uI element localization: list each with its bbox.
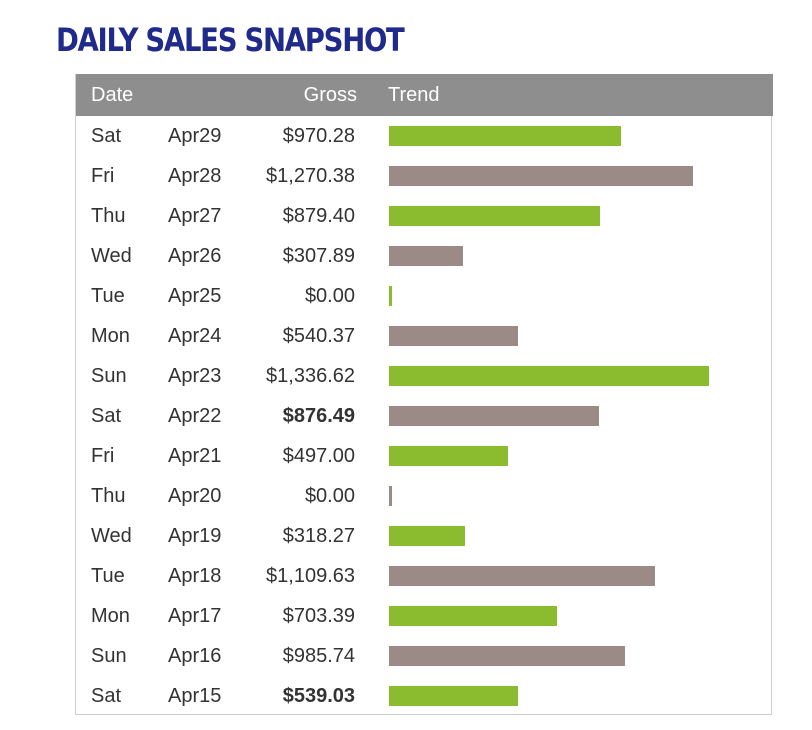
row-day: Thu xyxy=(91,485,126,507)
table-header: Date Gross Trend xyxy=(76,74,773,116)
row-gross: $318.27 xyxy=(282,525,355,547)
row-day: Mon xyxy=(91,325,130,347)
row-day: Fri xyxy=(91,165,115,187)
trend-bar xyxy=(389,246,463,266)
row-date: Apr16 xyxy=(168,645,222,667)
header-trend: Trend xyxy=(388,84,440,106)
table-row: Wed Apr26 $307.89 xyxy=(76,236,771,276)
trend-bar xyxy=(389,126,621,146)
trend-bar xyxy=(389,686,518,706)
trend-bar xyxy=(389,566,655,586)
row-date: Apr27 xyxy=(168,205,222,227)
table-row: Tue Apr18 $1,109.63 xyxy=(76,556,771,596)
row-gross: $307.89 xyxy=(282,245,355,267)
trend-bar xyxy=(389,446,508,466)
trend-bar xyxy=(389,326,518,346)
table-row: Fri Apr21 $497.00 xyxy=(76,436,771,476)
row-date: Apr28 xyxy=(168,165,222,187)
row-gross: $0.00 xyxy=(304,285,355,307)
table-row: Sat Apr22 $876.49 xyxy=(76,396,771,436)
trend-bar xyxy=(389,526,465,546)
trend-bar xyxy=(389,486,392,506)
page-title: DAILY SALES SNAPSHOT xyxy=(56,21,405,59)
row-date: Apr23 xyxy=(168,365,222,387)
row-date: Apr24 xyxy=(168,325,222,347)
row-gross: $540.37 xyxy=(282,325,355,347)
row-gross: $879.40 xyxy=(282,205,355,227)
trend-bar xyxy=(389,366,709,386)
row-date: Apr29 xyxy=(168,125,222,147)
row-day: Sun xyxy=(91,645,127,667)
row-day: Mon xyxy=(91,605,130,627)
row-gross: $985.74 xyxy=(282,645,355,667)
row-day: Wed xyxy=(91,245,132,267)
row-date: Apr20 xyxy=(168,485,222,507)
row-day: Thu xyxy=(91,205,126,227)
header-date: Date xyxy=(91,84,134,106)
row-day: Tue xyxy=(91,285,125,307)
row-day: Sun xyxy=(91,365,127,387)
row-gross: $876.49 xyxy=(282,405,355,427)
trend-bar xyxy=(389,286,392,306)
row-day: Tue xyxy=(91,565,125,587)
table-row: Sun Apr16 $985.74 xyxy=(76,636,771,676)
row-day: Wed xyxy=(91,525,132,547)
trend-bar xyxy=(389,646,625,666)
trend-bar xyxy=(389,166,693,186)
row-date: Apr18 xyxy=(168,565,222,587)
table-row: Sat Apr29 $970.28 xyxy=(76,116,771,156)
row-gross: $1,270.38 xyxy=(266,165,355,187)
table-row: Tue Apr25 $0.00 xyxy=(76,276,771,316)
trend-bar xyxy=(389,206,600,226)
row-date: Apr19 xyxy=(168,525,222,547)
sales-table: Date Gross Trend Sat Apr29 $970.28 Fri Apr28… xyxy=(75,74,773,716)
row-date: Apr25 xyxy=(168,285,222,307)
row-gross: $539.03 xyxy=(282,685,355,707)
table-row: Mon Apr17 $703.39 xyxy=(76,596,771,636)
row-date: Apr15 xyxy=(168,685,222,707)
table-row: Wed Apr19 $318.27 xyxy=(76,516,771,556)
row-day: Sat xyxy=(91,125,122,147)
row-day: Sat xyxy=(91,685,122,707)
row-gross: $1,336.62 xyxy=(266,365,355,387)
table-row: Thu Apr20 $0.00 xyxy=(76,476,771,516)
trend-bar xyxy=(389,606,557,626)
row-gross: $0.00 xyxy=(304,485,355,507)
row-date: Apr22 xyxy=(168,405,222,427)
row-day: Fri xyxy=(91,445,115,467)
row-gross: $1,109.63 xyxy=(266,565,355,587)
table-row: Sat Apr15 $539.03 xyxy=(76,676,771,716)
table-row: Fri Apr28 $1,270.38 xyxy=(76,156,771,196)
table-row: Mon Apr24 $540.37 xyxy=(76,316,771,356)
row-gross: $970.28 xyxy=(282,125,355,147)
header-gross: Gross xyxy=(303,84,357,106)
row-date: Apr26 xyxy=(168,245,222,267)
trend-bar xyxy=(389,406,599,426)
row-date: Apr21 xyxy=(168,445,222,467)
table-row: Thu Apr27 $879.40 xyxy=(76,196,771,236)
table-row: Sun Apr23 $1,336.62 xyxy=(76,356,771,396)
row-date: Apr17 xyxy=(168,605,222,627)
row-gross: $497.00 xyxy=(282,445,355,467)
row-day: Sat xyxy=(91,405,122,427)
row-gross: $703.39 xyxy=(282,605,355,627)
table-body: Sat Apr29 $970.28 Fri Apr28 $1,270.38 Thu Apr27… xyxy=(76,116,771,716)
